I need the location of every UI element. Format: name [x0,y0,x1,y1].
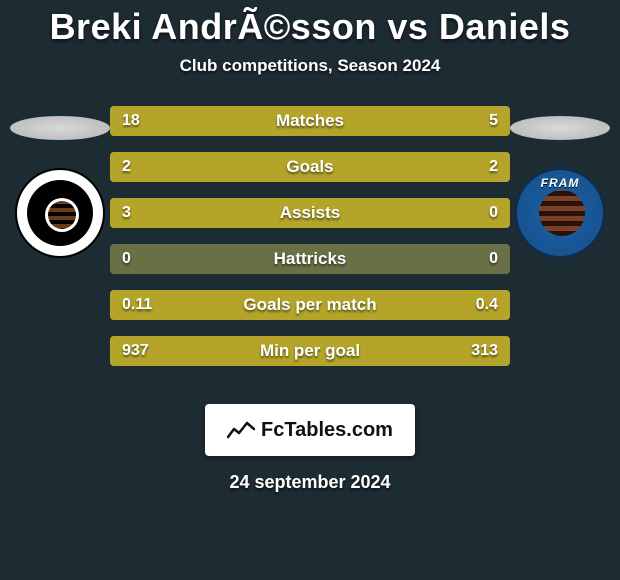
stat-row: Goals2 2 [110,152,510,182]
stat-row: Hattricks0 0 [110,244,510,274]
player-left-crest [15,168,105,258]
page-title: Breki AndrÃ©sson vs Daniels [0,6,620,48]
subtitle: Club competitions, Season 2024 [0,56,620,76]
stats-table: Matches185Goals22Assists30Hattricks00Goa… [110,106,510,382]
stat-value-right: 0 [489,244,498,274]
stat-value-right: 2 [489,152,498,182]
stat-value-right: 0.4 [476,290,498,320]
stat-value-left: 937 [122,336,149,366]
comparison-body: Matches185Goals22Assists30Hattricks00Goa… [0,106,620,396]
stat-label: Goals [110,152,510,182]
stat-label: Matches [110,106,510,136]
stat-label: Hattricks [110,244,510,274]
stat-row: Min per goal937 313 [110,336,510,366]
stat-value-left: 0.11 [122,290,152,320]
stat-row: Assists3 0 [110,198,510,228]
header: Breki AndrÃ©sson vs Daniels Club competi… [0,0,620,76]
watermark: FcTables.com [205,404,415,456]
stat-value-right: 313 [471,336,498,366]
player-right-col: FRAM [500,106,620,258]
player-right-platform [510,116,610,140]
watermark-icon [227,419,255,441]
player-right-crest-label: FRAM [517,176,603,190]
stat-value-right: 0 [489,198,498,228]
player-right-crest: FRAM [515,168,605,258]
date-text: 24 september 2024 [0,472,620,493]
stat-value-left: 2 [122,152,131,182]
player-left-col [0,106,120,258]
stat-value-left: 0 [122,244,131,274]
stat-value-left: 3 [122,198,131,228]
stat-label: Min per goal [110,336,510,366]
player-left-platform [10,116,110,140]
stat-label: Goals per match [110,290,510,320]
stat-value-left: 18 [122,106,140,136]
stat-value-right: 5 [489,106,498,136]
stat-label: Assists [110,198,510,228]
stat-row: Matches18 5 [110,106,510,136]
watermark-text: FcTables.com [261,419,393,442]
stat-row: Goals per match0.11 0.4 [110,290,510,320]
